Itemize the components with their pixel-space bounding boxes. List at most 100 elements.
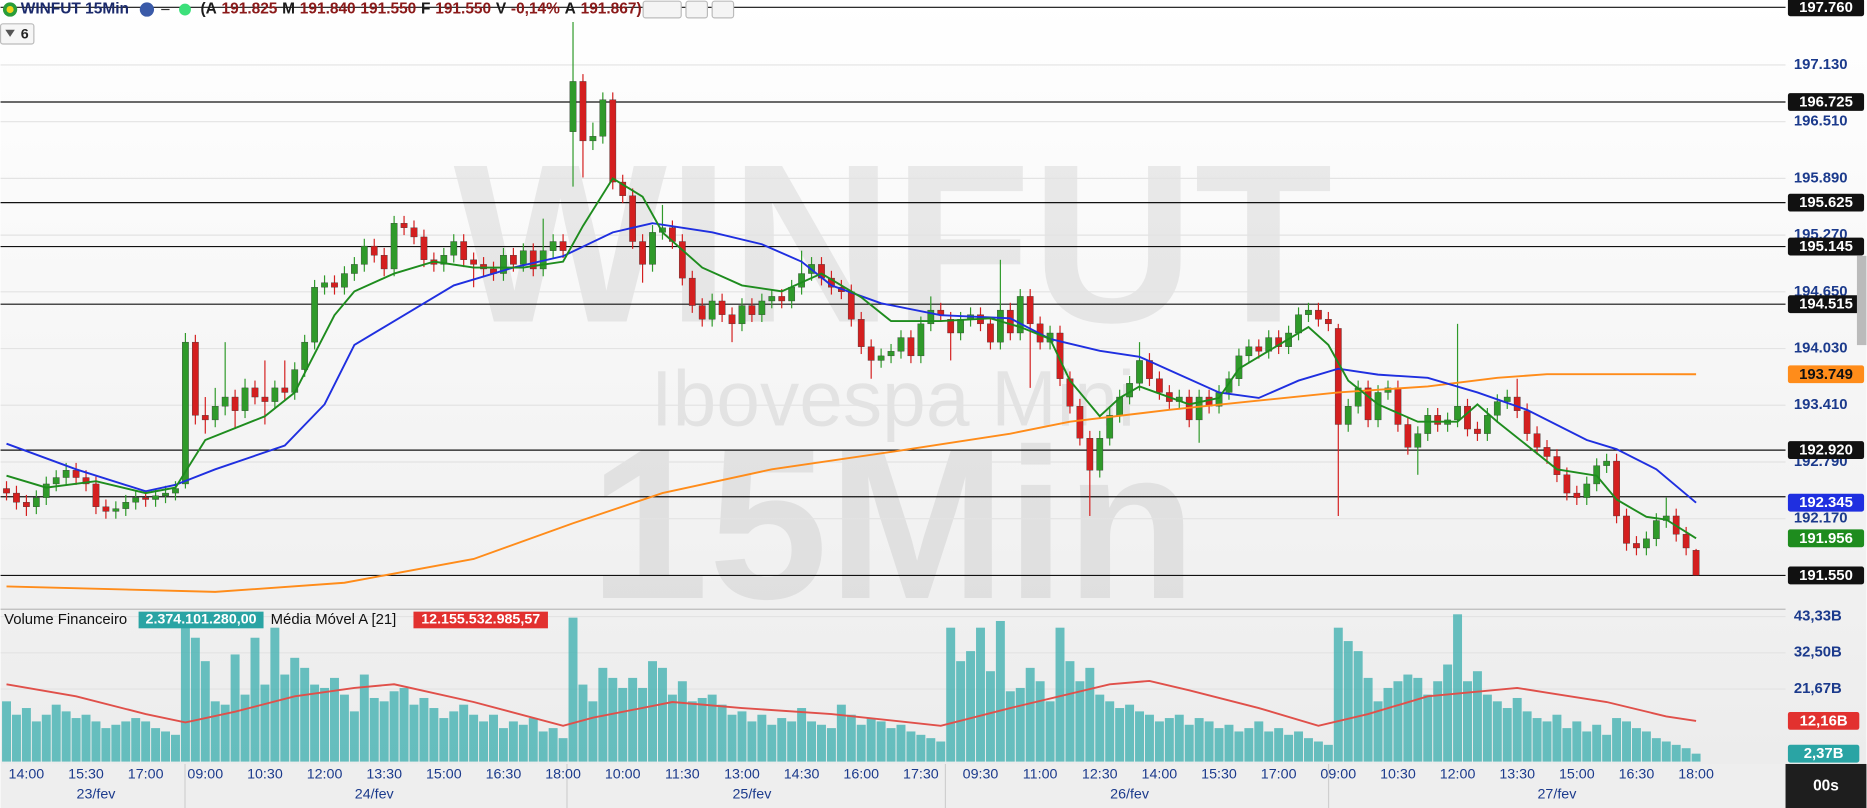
volume-bar <box>320 687 330 762</box>
quote-item: A <box>565 1 576 18</box>
candle-body <box>1633 543 1640 549</box>
volume-bar <box>1582 731 1592 762</box>
volume-bar <box>896 724 906 762</box>
candle-body <box>460 241 468 260</box>
quote-item: -0,14% <box>511 1 560 18</box>
candle-body <box>559 241 567 251</box>
volume-title: Volume Financeiro <box>4 612 127 628</box>
candle-body <box>778 296 786 302</box>
candle-body <box>1056 332 1064 379</box>
moving-average <box>6 177 1697 540</box>
volume-bar <box>170 734 180 762</box>
candle-body <box>1334 328 1342 425</box>
level-box <box>1787 566 1865 585</box>
volume-bar <box>1502 708 1512 762</box>
candle-body <box>649 232 656 265</box>
candle-body <box>579 81 587 142</box>
watermark: WINFUT <box>454 117 1333 370</box>
volume-bar <box>131 718 141 762</box>
candle-body <box>927 309 935 325</box>
candle-body <box>639 241 646 265</box>
level-label: 195.625 <box>1799 195 1853 211</box>
volume-bar <box>1294 731 1304 762</box>
volume-bar <box>1115 708 1125 762</box>
candle-body <box>321 282 328 288</box>
day-separators <box>184 763 1330 808</box>
volume-bar <box>270 627 280 762</box>
volume-bar <box>1512 697 1522 762</box>
volume-bar <box>260 684 270 762</box>
ma-box-text: 12.155.532.985,57 <box>421 612 540 628</box>
candle-body <box>400 223 408 228</box>
candle-body <box>1454 406 1461 421</box>
volume-bar <box>1154 721 1164 762</box>
volume-bar <box>1522 711 1532 762</box>
x-tick-label: 09:30 <box>963 766 999 782</box>
volume-bar <box>966 651 976 762</box>
x-tick-label: 16:30 <box>1619 766 1655 782</box>
volume-bar <box>1542 721 1552 762</box>
last-value-box <box>1787 744 1860 763</box>
candle-body <box>917 323 925 357</box>
y-tick-label: 32,50B <box>1794 645 1842 661</box>
candle-body <box>92 483 100 507</box>
volume-bar <box>876 721 886 762</box>
candle-body <box>261 396 269 402</box>
y-tick-label: 193.410 <box>1794 397 1848 413</box>
volume-bar <box>151 728 161 762</box>
ma-title: Média Móvel A [21] <box>271 612 397 628</box>
volume-bar <box>81 714 91 762</box>
volume-bar <box>1035 681 1045 762</box>
button[interactable] <box>642 0 682 19</box>
candle-body <box>1652 520 1660 540</box>
volume-bar <box>449 711 459 762</box>
quote-item: 191.840 <box>300 1 356 18</box>
volume-bar <box>1174 714 1184 762</box>
level-box <box>1787 441 1865 460</box>
volume-bar <box>886 728 896 762</box>
scroll-handle[interactable] <box>1856 255 1867 346</box>
candle-body <box>390 223 398 270</box>
candle-body <box>1076 406 1084 439</box>
candle-body <box>410 227 418 238</box>
candle-body <box>1424 415 1432 434</box>
button[interactable] <box>711 0 735 19</box>
volume-bar <box>121 721 131 762</box>
volume-bar <box>1224 724 1234 762</box>
volume-bar <box>1274 728 1284 762</box>
y-tick-label: 196.510 <box>1794 114 1848 130</box>
last-value-label: 193.749 <box>1799 367 1853 383</box>
candle-body <box>271 387 279 402</box>
x-tick-label: 18:00 <box>1678 766 1714 782</box>
candle-body <box>241 387 249 411</box>
level-box <box>1787 237 1865 256</box>
x-tick-label: 17:00 <box>128 766 164 782</box>
volume-bar <box>1075 681 1085 762</box>
volume-bar <box>280 674 290 762</box>
volume-bar <box>180 624 190 762</box>
candle-body <box>847 291 855 320</box>
volume-bar <box>1085 667 1095 762</box>
volume-bar <box>747 721 757 762</box>
volume-bar <box>976 627 985 762</box>
volume-bar <box>11 714 21 762</box>
badge[interactable] <box>0 23 35 45</box>
y-tick-label: 197.130 <box>1794 57 1848 73</box>
volume-bar <box>379 701 389 762</box>
quote-item: 191.867) <box>581 1 642 18</box>
candle-body <box>519 250 527 265</box>
candle-body <box>957 319 964 334</box>
candle-body <box>877 355 885 361</box>
volume-bar <box>359 674 369 762</box>
volume-bar <box>1612 718 1622 762</box>
volume-bar <box>389 691 399 762</box>
flag-icon <box>6 5 14 14</box>
candle-body <box>221 396 229 407</box>
volume-bar <box>1343 641 1353 762</box>
button[interactable] <box>685 0 708 19</box>
volume-bar <box>1214 728 1224 762</box>
x-tick-label: 13:30 <box>366 766 402 782</box>
candle-body <box>728 314 736 325</box>
candle-body <box>500 255 507 274</box>
volume-bar <box>1025 667 1035 762</box>
